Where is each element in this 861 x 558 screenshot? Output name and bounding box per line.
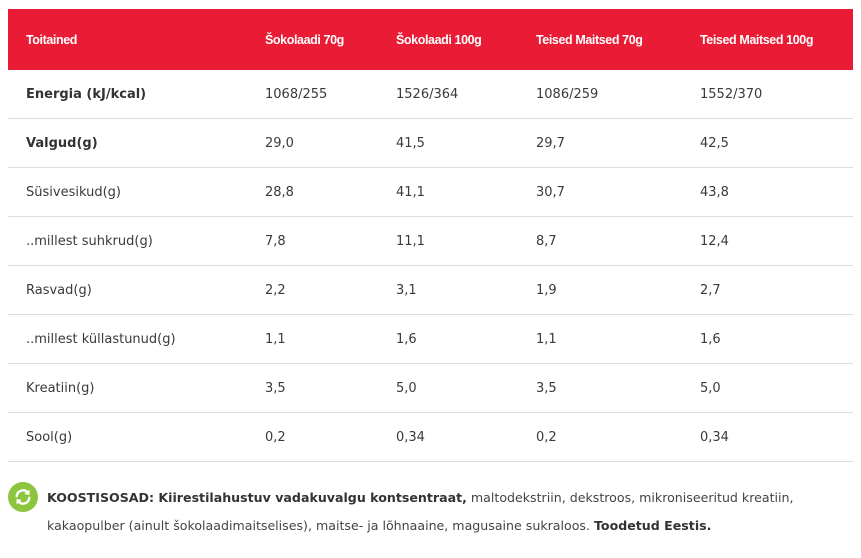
table-cell: 5,0 [700,380,721,396]
table-cell: 28,8 [265,184,294,200]
table-row: Sool(g) 0,2 0,34 0,2 0,34 [8,413,853,462]
table-cell: 1,6 [700,331,721,347]
row-label: Rasvad(g) [26,282,92,298]
table-cell: 2,7 [700,282,721,298]
row-label: Sool(g) [26,429,73,445]
table-cell: 29,7 [536,135,565,151]
table-cell: 0,2 [536,429,557,445]
table-cell: 30,7 [536,184,565,200]
table-cell: 41,1 [396,184,425,200]
table-cell: 8,7 [536,233,557,249]
header-nutrients: Toitained [26,32,78,47]
table-row: ..millest küllastunud(g) 1,1 1,6 1,1 1,6 [8,315,853,364]
table-cell: 29,0 [265,135,294,151]
table-cell: 1,6 [396,331,417,347]
row-label: Süsivesikud(g) [26,184,121,200]
table-cell: 0,34 [396,429,425,445]
nutrition-table: Toitained Šokolaadi 70g Šokolaadi 100g T… [8,9,853,462]
table-cell: 11,1 [396,233,425,249]
table-cell: 1,9 [536,282,557,298]
table-cell: 43,8 [700,184,729,200]
table-cell: 0,34 [700,429,729,445]
table-cell: 41,5 [396,135,425,151]
table-cell: 1086/259 [536,86,599,102]
header-chocolate-70g: Šokolaadi 70g [265,32,344,47]
table-cell: 2,2 [265,282,286,298]
table-row: ..millest suhkrud(g) 7,8 11,1 8,7 12,4 [8,217,853,266]
table-cell: 1,1 [536,331,557,347]
row-label: Kreatiin(g) [26,380,95,396]
ingredients-text: KOOSTISOSAD: Kiirestilahustuv vadakuvalg… [47,484,853,540]
table-row: Kreatiin(g) 3,5 5,0 3,5 5,0 [8,364,853,413]
table-row: Valgud(g) 29,0 41,5 29,7 42,5 [8,119,853,168]
table-cell: 1,1 [265,331,286,347]
table-cell: 0,2 [265,429,286,445]
table-row: Energia (kJ/kcal) 1068/255 1526/364 1086/25… [8,70,853,119]
ingredients-body: maltodekstriin, dekstroos, mikroniseerit… [47,490,794,533]
ingredients-origin: Toodetud Eestis. [594,518,712,533]
header-other-flavours-70g: Teised Maitsed 70g [536,32,643,47]
table-cell: 1552/370 [700,86,763,102]
header-chocolate-100g: Šokolaadi 100g [396,32,482,47]
ingredients-lead: KOOSTISOSAD: Kiirestilahustuv vadakuvalg… [47,490,467,505]
table-cell: 7,8 [265,233,286,249]
table-cell: 3,1 [396,282,417,298]
table-row: Rasvad(g) 2,2 3,1 1,9 2,7 [8,266,853,315]
row-label: ..millest suhkrud(g) [26,233,153,249]
table-cell: 5,0 [396,380,417,396]
refresh-icon [8,482,38,512]
row-label: ..millest küllastunud(g) [26,331,176,347]
row-label: Energia (kJ/kcal) [26,86,147,102]
table-body: Energia (kJ/kcal) 1068/255 1526/364 1086/25… [8,70,853,462]
table-cell: 3,5 [536,380,557,396]
row-label: Valgud(g) [26,135,98,151]
table-cell: 12,4 [700,233,729,249]
table-cell: 1526/364 [396,86,459,102]
table-row: Süsivesikud(g) 28,8 41,1 30,7 43,8 [8,168,853,217]
table-cell: 1068/255 [265,86,328,102]
table-header: Toitained Šokolaadi 70g Šokolaadi 100g T… [8,9,853,70]
table-cell: 42,5 [700,135,729,151]
table-cell: 3,5 [265,380,286,396]
header-other-flavours-100g: Teised Maitsed 100g [700,32,814,47]
